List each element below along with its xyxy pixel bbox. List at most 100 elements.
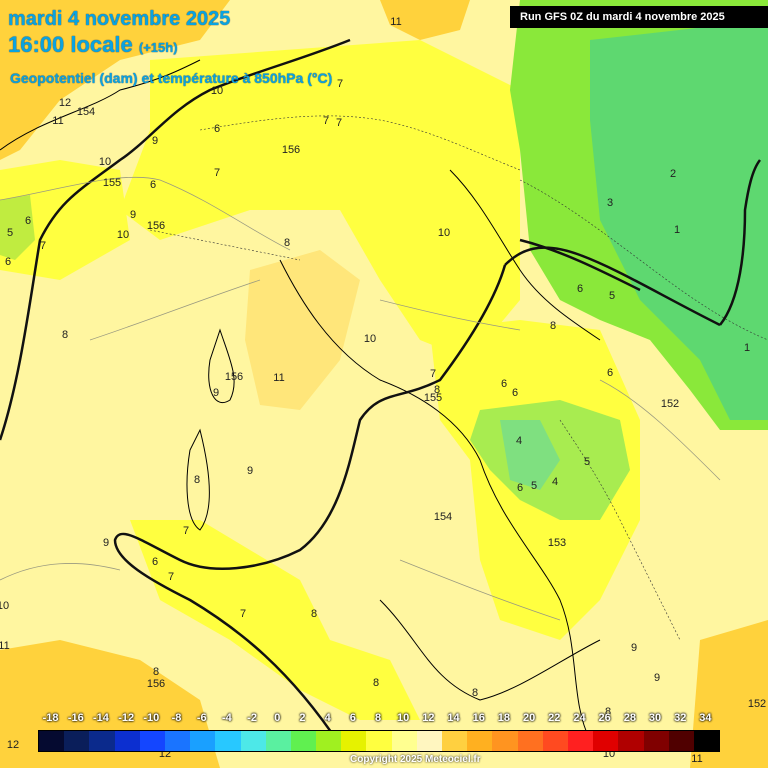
map-value-label: 155 xyxy=(423,392,443,404)
map-value-label: 7 xyxy=(239,608,247,620)
map-value-label: 6 xyxy=(213,123,221,135)
map-value-label: 7 xyxy=(335,117,343,129)
map-value-label: 9 xyxy=(151,135,159,147)
legend-tick: 28 xyxy=(623,712,636,724)
map-value-label: 9 xyxy=(129,209,137,221)
map-value-label: 8 xyxy=(471,687,479,699)
legend-tick: -14 xyxy=(93,712,109,724)
map-parameter-title: Geopotentiel (dam) et température à 850h… xyxy=(10,70,333,86)
legend-swatch xyxy=(164,731,191,751)
map-value-label: 9 xyxy=(630,642,638,654)
map-value-label: 156 xyxy=(146,678,166,690)
map-value-label: 7 xyxy=(182,525,190,537)
legend-tick: 26 xyxy=(598,712,611,724)
map-value-label: 6 xyxy=(149,179,157,191)
map-value-label: 5 xyxy=(583,456,591,468)
map-value-label: 10 xyxy=(98,156,112,168)
map-value-label: 9 xyxy=(246,465,254,477)
legend-swatch xyxy=(492,731,518,751)
map-value-label: 11 xyxy=(390,16,402,28)
map-value-label: 8 xyxy=(604,706,612,718)
map-value-label: 9 xyxy=(653,672,661,684)
warm-zone-northwest xyxy=(0,0,230,160)
legend-swatch xyxy=(39,731,65,751)
run-info-badge: Run GFS 0Z du mardi 4 novembre 2025 xyxy=(510,6,768,28)
legend-swatch xyxy=(693,731,720,751)
legend-swatch xyxy=(316,731,342,751)
map-value-label: 5 xyxy=(530,480,538,492)
legend-swatch xyxy=(366,731,392,751)
map-value-label: 8 xyxy=(433,384,441,396)
map-value-label: 12 xyxy=(6,739,20,751)
legend-swatch xyxy=(391,731,417,751)
legend-tick-labels: -18 -16 -14 -12 -10 -8 -6 -4 -2 0 2 4 6 8 10 12 14 16 18 20… xyxy=(0,712,768,728)
legend-tick: 12 xyxy=(422,712,435,724)
legend-tick: -16 xyxy=(67,712,84,724)
legend-swatch xyxy=(341,731,367,751)
map-value-label: 156 xyxy=(281,144,301,156)
map-value-label: 10 xyxy=(210,85,224,97)
map-value-label: 8 xyxy=(152,666,160,678)
time-offset: (+15h) xyxy=(138,40,178,55)
legend-swatch xyxy=(89,731,115,751)
map-value-label: 6 xyxy=(4,256,12,268)
legend-tick: 32 xyxy=(674,712,687,724)
legend-tick: 6 xyxy=(349,712,356,724)
legend-tick: 8 xyxy=(374,712,382,724)
map-value-label: 7 xyxy=(322,115,330,127)
legend-tick: -6 xyxy=(196,712,207,724)
map-value-label: 10 xyxy=(116,229,130,241)
map-value-label: 8 xyxy=(283,237,291,249)
legend-tick: -8 xyxy=(171,712,182,724)
map-value-label: 9 xyxy=(102,537,110,549)
legend-swatch xyxy=(467,731,493,751)
map-value-label: 8 xyxy=(310,608,318,620)
map-value-label: 1 xyxy=(673,224,681,236)
map-value-label: 8 xyxy=(61,329,69,341)
legend-swatch xyxy=(215,731,241,751)
map-value-label: 6 xyxy=(151,556,159,568)
country-borders xyxy=(149,115,768,641)
legend-swatch xyxy=(114,731,140,751)
legend-swatch xyxy=(416,731,442,751)
map-value-label: 155 xyxy=(102,177,122,189)
map-value-label: 12 xyxy=(58,97,72,109)
map-value-label: 10 xyxy=(437,227,451,239)
legend-swatch xyxy=(190,731,216,751)
cold-zone-west xyxy=(0,195,35,260)
map-value-label: 156 xyxy=(224,371,244,383)
legend-swatch xyxy=(442,731,468,751)
legend-swatch xyxy=(240,731,266,751)
map-value-label: 154 xyxy=(76,106,96,118)
map-value-label: 7 xyxy=(429,368,437,380)
legend-tick: 18 xyxy=(497,712,511,724)
legend-swatch xyxy=(64,731,90,751)
map-value-label: 10 xyxy=(0,600,10,612)
cold-zone-balkans-core xyxy=(500,420,560,490)
yellow-band-west xyxy=(0,160,130,280)
map-value-label: 3 xyxy=(606,197,614,209)
temperature-isolines xyxy=(0,176,721,621)
map-value-label: 6 xyxy=(516,482,524,494)
legend-swatch xyxy=(542,731,568,751)
map-value-label: 10 xyxy=(363,333,377,345)
time-value: 16:00 locale xyxy=(8,32,133,57)
legend-tick: 4 xyxy=(324,712,331,724)
map-value-label: 7 xyxy=(336,78,344,90)
legend-tick: 24 xyxy=(573,712,586,724)
legend-swatch xyxy=(618,731,644,751)
legend-tick: -2 xyxy=(247,712,257,724)
yellow-band-south xyxy=(130,520,420,720)
legend-swatch xyxy=(517,731,543,751)
legend-tick: 10 xyxy=(397,712,410,724)
map-value-label: 4 xyxy=(515,435,523,447)
map-value-label: 9 xyxy=(212,387,220,399)
legend-swatch xyxy=(290,731,317,751)
legend-tick: 16 xyxy=(472,712,485,724)
map-value-label: 8 xyxy=(372,677,380,689)
map-value-label: 153 xyxy=(547,537,567,549)
map-value-label: 7 xyxy=(167,571,175,583)
map-value-label: 152 xyxy=(660,398,680,410)
